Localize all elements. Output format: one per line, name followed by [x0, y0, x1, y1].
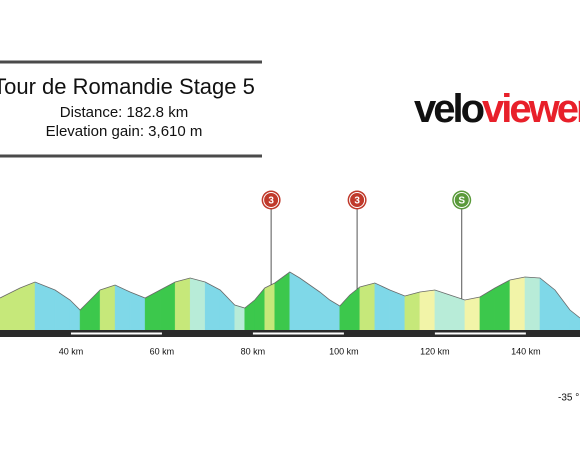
x-tick-label: 40 km — [59, 346, 84, 356]
chart-title: Tour de Romandie Stage 5 — [0, 74, 255, 99]
profile-segment — [129, 291, 146, 331]
climb-label: 3 — [268, 196, 274, 207]
profile-segment — [19, 281, 36, 331]
x-tick-label: 100 km — [329, 346, 359, 356]
profile-segment — [374, 282, 391, 331]
climb-marker — [347, 190, 367, 210]
logo: veloviewer — [414, 87, 580, 131]
profile-segment — [509, 276, 526, 331]
profile-segment — [189, 277, 206, 331]
climb-marker-ring — [263, 192, 280, 208]
logo-part: viewer — [482, 87, 580, 131]
km-stripe — [252, 332, 344, 335]
profile-segment — [309, 284, 321, 331]
profile-segment — [404, 291, 421, 331]
x-tick-label: 80 km — [241, 346, 266, 356]
climb-marker-ring — [453, 192, 470, 208]
x-tick-label: 120 km — [420, 346, 450, 356]
profile-segment — [289, 271, 301, 331]
profile-segment — [264, 282, 276, 331]
profile-segment — [389, 289, 406, 331]
climb-label: S — [458, 196, 465, 207]
profile-segment — [464, 296, 481, 331]
logo-part: velo — [414, 87, 484, 131]
climb-marker — [261, 190, 281, 210]
profile-segment — [524, 276, 541, 331]
subtitle: Distance: 182.8 km — [60, 104, 188, 121]
subtitle: Elevation gain: 3,610 m — [46, 123, 203, 140]
profile-segment — [299, 277, 311, 331]
km-stripe — [70, 332, 162, 335]
profile-segment — [359, 282, 376, 331]
profile-segment — [419, 289, 436, 331]
x-tick-label: 60 km — [150, 346, 175, 356]
profile-segment — [494, 279, 511, 331]
profile-segment — [114, 284, 131, 331]
profile-segment — [449, 294, 466, 331]
profile-segment — [174, 277, 191, 331]
profile-segment — [99, 284, 116, 331]
profile-segment — [234, 304, 245, 331]
profile-segment — [434, 289, 451, 331]
km-stripe — [434, 332, 526, 335]
climb-marker — [452, 190, 472, 210]
profile-outline — [0, 271, 580, 319]
x-tick-label: 140 km — [511, 346, 541, 356]
climb-label: 3 — [354, 196, 360, 207]
climb-marker-ring — [349, 192, 366, 208]
annotation: -35 ° — [558, 393, 579, 404]
